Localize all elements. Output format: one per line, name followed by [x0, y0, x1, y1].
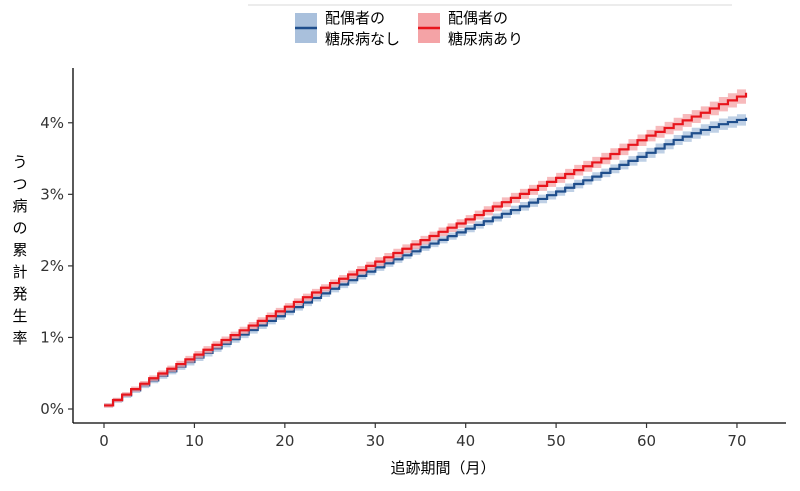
y-axis-title-char: 累: [12, 241, 27, 259]
y-axis-title-char: 計: [12, 263, 27, 281]
y-tick-label: 2%: [40, 257, 64, 275]
y-axis-title-char: 発: [12, 285, 27, 303]
series-line-1: [104, 92, 748, 407]
legend-item-no-diabetes: 配偶者の 糖尿病なし: [295, 9, 400, 48]
x-tick-label: 0: [99, 432, 109, 450]
y-tick-label: 1%: [40, 328, 64, 346]
legend-label-no-diabetes-line1: 配偶者の: [325, 9, 385, 27]
y-axis-title-char: の: [12, 219, 27, 237]
series-line-0: [104, 117, 748, 407]
legend-item-diabetes: 配偶者の 糖尿病あり: [418, 9, 523, 48]
x-tick-label: 50: [547, 432, 566, 450]
x-tick-label: 20: [275, 432, 294, 450]
y-axis-title-char: 率: [12, 329, 27, 347]
x-tick-label: 60: [637, 432, 656, 450]
legend-label-diabetes-line2: 糖尿病あり: [448, 30, 523, 48]
x-tick-label: 30: [366, 432, 385, 450]
y-axis-title-char: う: [12, 153, 27, 171]
legend-label-no-diabetes-line2: 糖尿病なし: [325, 30, 400, 48]
plot-area: [104, 85, 748, 408]
x-tick-label: 10: [185, 432, 204, 450]
ci-band-series-0: [104, 112, 746, 408]
y-tick-label: 0%: [40, 400, 64, 418]
x-tick-label: 70: [727, 432, 746, 450]
legend: 配偶者の 糖尿病なし 配偶者の 糖尿病あり: [295, 9, 523, 48]
y-axis-title-char: 病: [12, 197, 27, 215]
legend-label-diabetes-line1: 配偶者の: [448, 9, 508, 27]
y-axis-title-char: つ: [12, 175, 27, 193]
x-tick-label: 40: [456, 432, 475, 450]
x-axis-ticks: 0 10 20 30 40 50 60 70: [99, 423, 747, 450]
y-tick-label: 4%: [40, 114, 64, 132]
x-axis-title: 追跡期間（月）: [390, 459, 495, 477]
y-axis-title-char: 生: [12, 307, 27, 325]
y-tick-label: 3%: [40, 185, 64, 203]
y-axis-ticks: 0% 1% 2% 3% 4%: [40, 114, 73, 418]
